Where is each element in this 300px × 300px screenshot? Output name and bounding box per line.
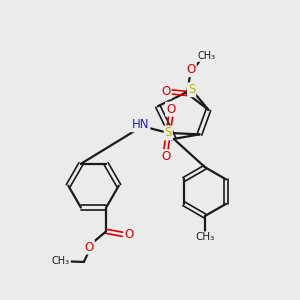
- Text: O: O: [166, 103, 175, 116]
- Text: S: S: [165, 126, 172, 140]
- Text: O: O: [124, 228, 134, 241]
- Text: O: O: [161, 150, 170, 163]
- Text: O: O: [162, 85, 171, 98]
- Text: HN: HN: [132, 118, 149, 131]
- Text: CH₃: CH₃: [198, 51, 216, 61]
- Text: O: O: [85, 241, 94, 254]
- Text: CH₃: CH₃: [52, 256, 70, 266]
- Text: S: S: [188, 83, 195, 96]
- Text: O: O: [187, 63, 196, 76]
- Text: CH₃: CH₃: [195, 232, 214, 242]
